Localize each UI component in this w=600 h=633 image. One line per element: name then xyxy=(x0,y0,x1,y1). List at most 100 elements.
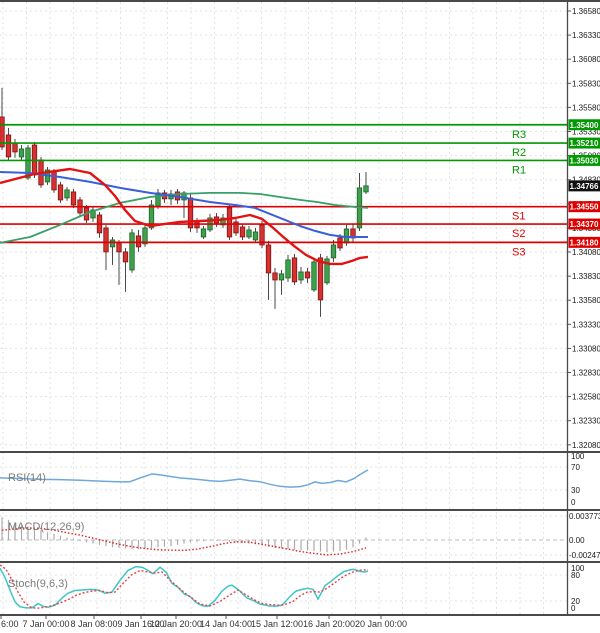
candle-body-bull xyxy=(285,259,291,279)
price-axis-label: 1.33580 xyxy=(572,296,600,305)
candle xyxy=(90,206,96,222)
candle-body-bull xyxy=(25,147,31,179)
candle xyxy=(324,255,330,285)
candle-body-bear xyxy=(265,244,272,274)
candle xyxy=(220,213,226,228)
panel-separator xyxy=(0,561,600,563)
pivot-label-s2: S2 xyxy=(512,228,525,240)
candle-body-bear xyxy=(226,207,233,238)
price-axis-label: 1.34830 xyxy=(572,176,600,185)
time-axis-label: 6:00 xyxy=(1,619,19,629)
candle xyxy=(200,225,207,239)
time-axis-label: 12 Jan 20:00 xyxy=(150,619,202,629)
time-axis-label: 15 Jan 12:00 xyxy=(251,619,303,629)
price-axis-label: 1.32080 xyxy=(572,441,600,450)
pivot-label-s1: S1 xyxy=(512,211,525,223)
pivot-badge-r2 xyxy=(568,137,600,149)
candle-body-bull xyxy=(109,239,116,248)
candle-body-bull xyxy=(343,228,350,244)
price-axis-label: 1.33830 xyxy=(572,272,600,281)
candle-body-bear xyxy=(259,224,265,246)
price-axis-label: 1.32330 xyxy=(572,417,600,426)
time-axis-label: 20 Jan 00:00 xyxy=(355,619,407,629)
panel-separator xyxy=(0,451,600,453)
pivot-badge-s2-text: 1.34370 xyxy=(570,220,599,229)
rsi-line xyxy=(0,469,369,488)
price-axis-label: 1.34080 xyxy=(572,248,600,257)
candle-body-bear xyxy=(239,226,246,238)
time-axis-label: 8 Jan 08:00 xyxy=(70,619,117,629)
pivot-badge-s1 xyxy=(568,201,600,213)
price-axis-label: 1.32830 xyxy=(572,369,600,378)
macd-axis-label: 0.00 xyxy=(569,536,585,545)
time-axis-label: 9 Jan 16:00 xyxy=(117,619,164,629)
candle xyxy=(298,266,304,284)
candle xyxy=(363,171,369,194)
candle-body-bull xyxy=(148,204,155,229)
top-border xyxy=(0,0,600,2)
candle-body-bear xyxy=(116,242,122,253)
candle-body-bear xyxy=(304,271,311,279)
candle xyxy=(122,247,129,292)
candle xyxy=(239,223,246,240)
stoch-axis-label: 20 xyxy=(571,597,580,606)
panel-separator xyxy=(0,509,600,511)
candle xyxy=(18,144,25,161)
pivot-label-r1: R1 xyxy=(512,164,526,176)
candle-body-bear xyxy=(291,257,298,283)
candle-body-bear xyxy=(272,272,278,281)
candle xyxy=(265,240,272,300)
candle-body-bull xyxy=(330,244,337,259)
candle-body-bear xyxy=(233,221,239,234)
candle xyxy=(233,218,239,236)
candle-body-bear xyxy=(57,184,64,201)
candle-body-bull xyxy=(298,271,304,281)
candle-body-bull xyxy=(64,189,70,199)
candle xyxy=(70,188,77,208)
candle xyxy=(226,203,233,240)
candle xyxy=(311,257,317,292)
pivot-label-r2: R2 xyxy=(512,147,526,159)
pivot-badge-s1-text: 1.34550 xyxy=(570,203,599,212)
candle-body-bull xyxy=(278,273,285,281)
candle-body-bear xyxy=(122,251,129,263)
panel-separator xyxy=(0,614,600,616)
price-axis-label: 1.32580 xyxy=(572,393,600,402)
candle-body-bear xyxy=(135,235,142,248)
candle-body-bear xyxy=(51,171,57,191)
candle-body-bull xyxy=(142,227,148,245)
pivot-badge-s2 xyxy=(568,218,600,230)
candle-body-bull xyxy=(311,261,317,291)
candle xyxy=(0,87,5,151)
price-axis-label: 1.35580 xyxy=(572,103,600,112)
candle xyxy=(135,229,142,252)
candle xyxy=(278,269,285,295)
pivot-badge-r1 xyxy=(568,154,600,166)
candle-body-bear xyxy=(5,134,12,158)
candle-body-bear xyxy=(317,257,324,301)
pivot-badge-r2-text: 1.35210 xyxy=(570,139,599,148)
price-axis-label: 1.36080 xyxy=(572,55,600,64)
current-price-badge xyxy=(568,180,600,192)
candle xyxy=(25,144,31,180)
candle-body-bear xyxy=(103,227,109,253)
candle xyxy=(291,253,298,285)
candle-body-bear xyxy=(12,142,18,153)
macd-axis-label: 0.003773 xyxy=(569,512,600,521)
candle-body-bull xyxy=(252,231,259,241)
pivot-label-r3: R3 xyxy=(512,129,526,141)
ma-red-line xyxy=(0,167,369,266)
pivot-badge-r3-text: 1.35400 xyxy=(570,121,599,130)
candle xyxy=(64,186,70,201)
candle-body-bull xyxy=(18,148,25,158)
stoch-d-line xyxy=(0,564,368,610)
candle-body-bull xyxy=(220,217,226,226)
time-axis-label: 7 Jan 00:00 xyxy=(22,619,69,629)
price-axis-label: 1.35830 xyxy=(572,79,600,88)
candle xyxy=(304,267,311,283)
price-axis-label: 1.36580 xyxy=(572,7,600,16)
candle xyxy=(129,228,135,273)
pivot-badge-r1-text: 1.35030 xyxy=(570,156,599,165)
